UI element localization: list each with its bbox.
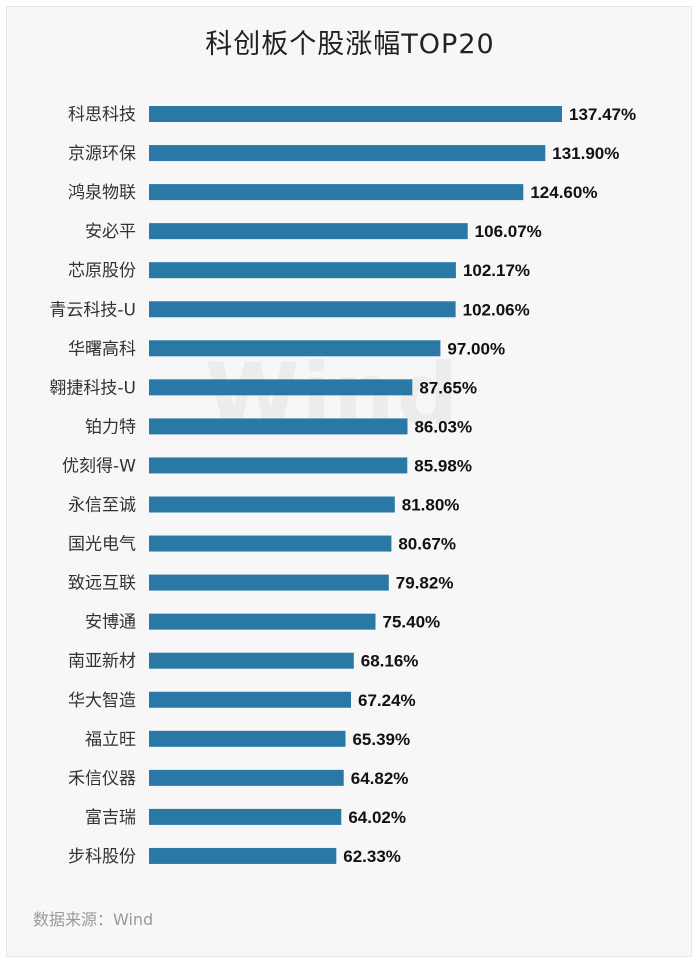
bar (149, 808, 342, 825)
bar (149, 301, 456, 318)
category-label: 永信至诚 (68, 496, 136, 516)
bar (149, 184, 524, 201)
source-note: 数据来源：Wind (33, 910, 154, 929)
category-label: 鸿泉物联 (68, 183, 136, 203)
value-label: 97.00% (447, 339, 505, 358)
category-label: 华大智造 (68, 691, 136, 711)
value-label: 62.33% (343, 847, 401, 866)
bar (149, 145, 546, 162)
value-label: 75.40% (383, 613, 441, 632)
value-label: 124.60% (530, 183, 597, 202)
bar (149, 574, 389, 591)
category-label: 福立旺 (85, 730, 136, 750)
value-label: 102.06% (463, 300, 530, 319)
value-label: 64.02% (348, 808, 406, 827)
category-label: 芯原股份 (68, 261, 136, 281)
category-label: 铂力特 (85, 417, 136, 437)
value-label: 68.16% (361, 652, 419, 671)
value-label: 86.03% (414, 417, 472, 436)
category-label: 安必平 (85, 222, 136, 242)
value-label: 65.39% (352, 730, 410, 749)
bar (149, 535, 392, 552)
bar (149, 769, 344, 786)
bar (149, 418, 408, 435)
bar (149, 847, 337, 864)
category-label: 优刻得-W (62, 456, 136, 476)
category-label: 科思科技 (68, 105, 136, 125)
category-label: 华曙高科 (68, 339, 136, 359)
category-label: 翱捷科技-U (49, 378, 136, 398)
bar (149, 379, 413, 396)
category-label: 南亚新材 (68, 652, 136, 672)
value-label: 79.82% (396, 574, 454, 593)
bar (149, 496, 395, 513)
chart-title: 科创板个股涨幅TOP20 (205, 29, 495, 60)
bar (149, 223, 468, 240)
category-label: 国光电气 (68, 535, 136, 555)
category-label: 京源环保 (68, 144, 136, 164)
value-label: 106.07% (475, 222, 542, 241)
category-label: 致远互联 (68, 574, 136, 594)
value-label: 131.90% (552, 144, 619, 163)
value-label: 67.24% (358, 691, 416, 710)
value-label: 85.98% (414, 456, 472, 475)
value-label: 80.67% (398, 535, 456, 554)
bar (149, 613, 376, 630)
bar (149, 457, 408, 474)
chart-card (6, 6, 692, 957)
value-label: 137.47% (569, 105, 636, 124)
value-label: 87.65% (419, 378, 477, 397)
category-label: 安博通 (85, 613, 136, 633)
bar (149, 691, 351, 708)
category-label: 禾信仪器 (68, 769, 136, 789)
value-label: 102.17% (463, 261, 530, 280)
bar (149, 652, 354, 669)
value-label: 64.82% (351, 769, 409, 788)
category-label: 富吉瑞 (85, 808, 136, 828)
category-label: 步科股份 (68, 847, 136, 867)
bar (149, 340, 441, 357)
value-label: 81.80% (402, 496, 460, 515)
category-label: 青云科技-U (49, 300, 136, 320)
bar (149, 262, 456, 279)
bar (149, 730, 346, 747)
bar (149, 106, 562, 122)
